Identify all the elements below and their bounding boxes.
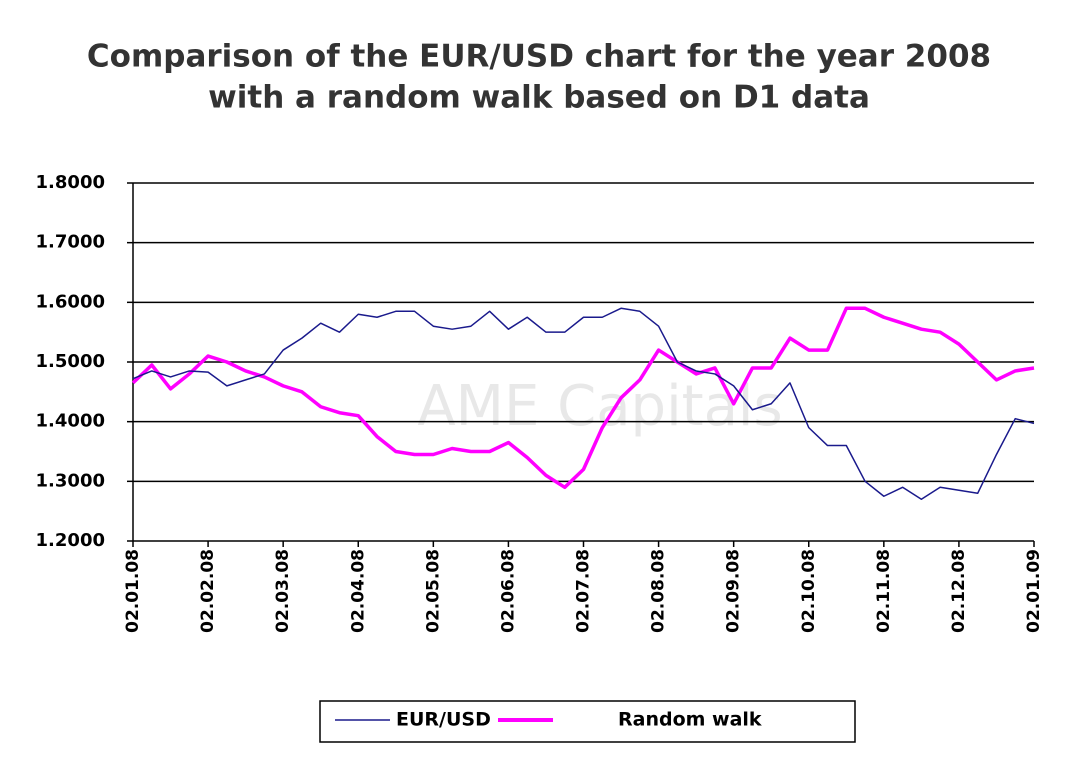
x-tick-label: 02.03.08	[273, 549, 293, 633]
y-tick-label: 1.2000	[36, 530, 105, 551]
legend-label: EUR/USD	[396, 709, 491, 731]
x-tick-label: 02.05.08	[423, 549, 443, 633]
y-tick-label: 1.5000	[36, 351, 105, 372]
chart-title: Comparison of the EUR/USD chart for the …	[87, 39, 991, 75]
y-tick-label: 1.3000	[36, 470, 105, 491]
series-line	[131, 306, 1035, 490]
series-line	[132, 307, 1035, 500]
x-tick-label: 02.01.08	[123, 549, 143, 633]
x-tick-label: 02.08.08	[649, 549, 669, 633]
chart-title: with a random walk based on D1 data	[208, 80, 870, 116]
x-tick-label: 02.12.08	[949, 549, 969, 633]
x-tick-label: 02.10.08	[799, 549, 819, 633]
x-tick-label: 02.09.08	[724, 549, 744, 633]
x-tick-label: 02.02.08	[198, 549, 218, 633]
y-tick-label: 1.6000	[36, 291, 105, 312]
x-tick-label: 02.11.08	[874, 549, 894, 633]
x-tick-label: 02.01.09	[1024, 549, 1044, 633]
y-tick-label: 1.8000	[36, 172, 105, 193]
x-tick-label: 02.06.08	[498, 549, 518, 633]
y-tick-label: 1.7000	[36, 232, 105, 253]
legend-box	[319, 700, 856, 743]
x-tick-label: 02.04.08	[348, 549, 368, 633]
watermark: AME Capitals	[417, 374, 782, 439]
x-tick-label: 02.07.08	[574, 549, 594, 633]
y-tick-label: 1.4000	[36, 411, 105, 432]
legend-label: Random walk	[618, 709, 762, 731]
